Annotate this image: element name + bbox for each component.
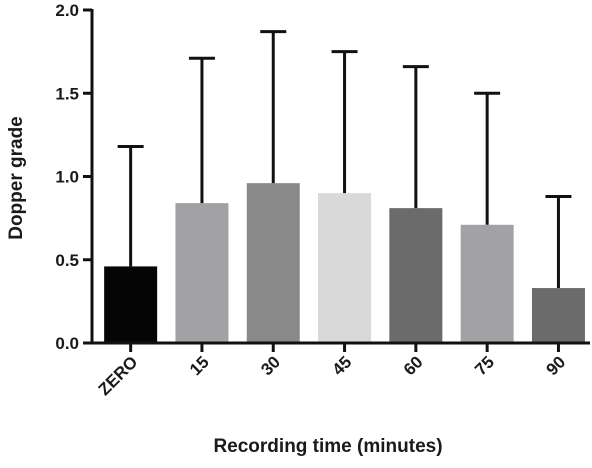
bar-45 bbox=[318, 193, 372, 343]
x-tick-label-15: 15 bbox=[186, 352, 213, 379]
bar-60 bbox=[389, 208, 443, 343]
x-tick-label-75: 75 bbox=[471, 352, 498, 379]
y-axis-ticks: 0.0 0.5 1.0 1.5 2.0 bbox=[55, 1, 92, 353]
x-tick-label-90: 90 bbox=[542, 352, 569, 379]
bar-90 bbox=[531, 288, 585, 343]
x-axis-ticks: ZERO 15 30 45 60 75 90 bbox=[95, 343, 569, 399]
x-tick-label-zero: ZERO bbox=[95, 352, 142, 399]
bar-15 bbox=[175, 203, 229, 343]
x-tick-label-45: 45 bbox=[329, 352, 356, 379]
y-tick-label: 1.5 bbox=[55, 84, 79, 103]
y-axis-title: Dopper grade bbox=[6, 116, 27, 240]
bars bbox=[104, 183, 585, 343]
bar-30 bbox=[246, 183, 300, 343]
x-tick-label-60: 60 bbox=[400, 352, 427, 379]
x-tick-label-30: 30 bbox=[257, 352, 284, 379]
x-axis-title: Recording time (minutes) bbox=[213, 436, 442, 457]
bar-75 bbox=[460, 224, 514, 343]
bar-zero bbox=[104, 266, 158, 343]
y-tick-label: 2.0 bbox=[55, 1, 79, 20]
y-tick-label: 0.5 bbox=[55, 251, 79, 270]
error-bars bbox=[117, 30, 572, 289]
y-tick-label: 0.0 bbox=[55, 334, 79, 353]
y-tick-label: 1.0 bbox=[55, 168, 79, 187]
